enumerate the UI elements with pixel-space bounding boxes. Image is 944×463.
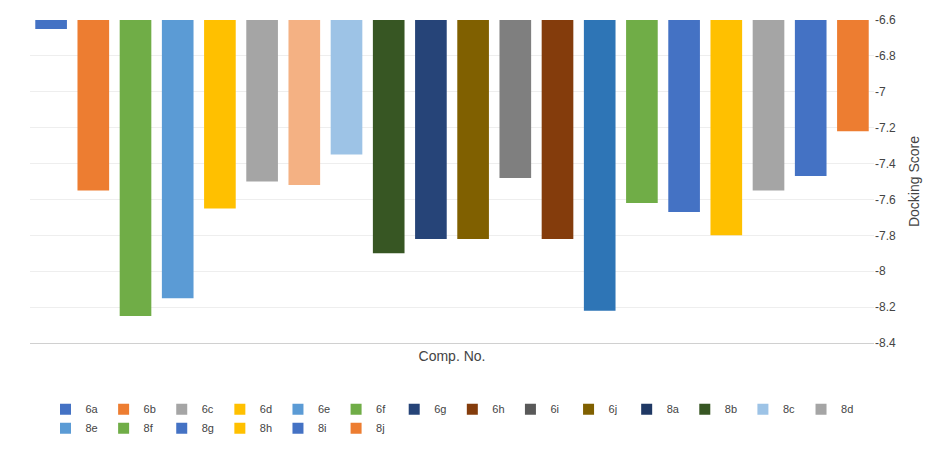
svg-text:-7.2: -7.2: [875, 121, 896, 135]
svg-text:-8.2: -8.2: [875, 300, 896, 314]
svg-text:6f: 6f: [376, 403, 386, 415]
svg-text:-6.8: -6.8: [875, 49, 896, 63]
svg-text:6g: 6g: [434, 403, 446, 415]
svg-text:6i: 6i: [550, 403, 559, 415]
svg-text:-7.6: -7.6: [875, 193, 896, 207]
svg-text:8i: 8i: [318, 422, 327, 434]
svg-text:8b: 8b: [725, 403, 737, 415]
svg-text:8h: 8h: [260, 422, 272, 434]
svg-text:Comp. No.: Comp. No.: [419, 348, 486, 364]
svg-text:6d: 6d: [260, 403, 272, 415]
svg-text:6b: 6b: [144, 403, 156, 415]
svg-text:-7: -7: [875, 85, 886, 99]
svg-text:Docking Score: Docking Score: [906, 136, 922, 227]
svg-text:6h: 6h: [492, 403, 504, 415]
svg-text:-8.4: -8.4: [875, 336, 896, 350]
svg-text:-7.4: -7.4: [875, 157, 896, 171]
svg-text:8d: 8d: [841, 403, 853, 415]
svg-text:-7.8: -7.8: [875, 229, 896, 243]
svg-text:8a: 8a: [667, 403, 680, 415]
svg-text:6j: 6j: [609, 403, 618, 415]
svg-text:8f: 8f: [144, 422, 154, 434]
svg-text:6e: 6e: [318, 403, 330, 415]
svg-text:8e: 8e: [86, 422, 98, 434]
svg-text:-6.6: -6.6: [875, 13, 896, 27]
svg-text:8g: 8g: [202, 422, 214, 434]
svg-text:8j: 8j: [376, 422, 385, 434]
svg-text:6c: 6c: [202, 403, 214, 415]
svg-text:6a: 6a: [86, 403, 99, 415]
svg-text:8c: 8c: [783, 403, 795, 415]
svg-text:-8: -8: [875, 264, 886, 278]
